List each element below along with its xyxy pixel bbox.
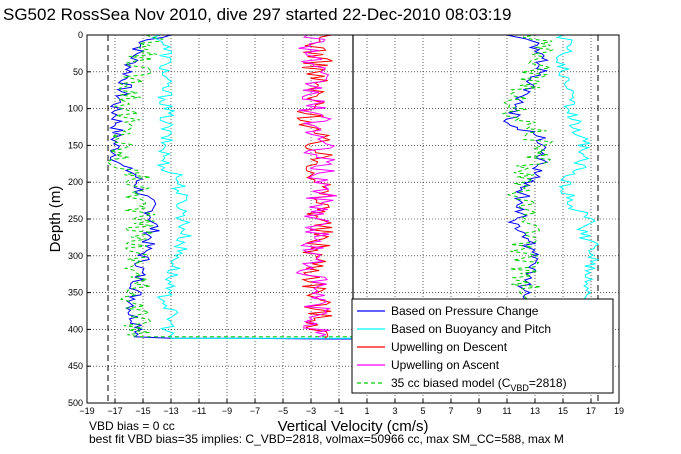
x-tick-label: −5 (278, 406, 288, 416)
plot-frame (86, 34, 620, 404)
y-tick-label: 0 (78, 30, 83, 40)
y-tick-label: 450 (68, 361, 83, 371)
legend-entry-label: 35 cc biased model (CVBD=2818) (391, 376, 567, 393)
x-axis-label: Vertical Velocity (cm/s) (278, 418, 429, 435)
x-tick-label: 13 (530, 406, 540, 416)
x-tick-label: −7 (250, 406, 260, 416)
series-line (106, 34, 554, 338)
legend-entry-label: Upwelling on Descent (391, 340, 508, 354)
y-tick-label: 300 (68, 251, 83, 261)
x-tick-label: −3 (306, 406, 316, 416)
y-tick-label: 100 (68, 104, 83, 114)
y-tick-label: 500 (68, 398, 83, 408)
legend-entry-label: Upwelling on Ascent (391, 358, 500, 372)
legend: Based on Pressure Change Based on Buoyanc… (351, 298, 614, 394)
x-tick-label: −11 (192, 406, 207, 416)
y-tick-label: 350 (68, 288, 83, 298)
axis-ticks: −19 −17 −15 −13 −11 −9 −7 −5 −3 −1 1 3 5 7 9 11 13 15 17 19… (68, 30, 624, 416)
y-tick-label: 150 (68, 140, 83, 150)
series-line (295, 34, 337, 338)
x-tick-label: 9 (476, 406, 481, 416)
x-tick-label: 15 (558, 406, 568, 416)
y-tick-label: 250 (68, 214, 83, 224)
legend-entry-label: Based on Buoyancy and Pitch (391, 322, 551, 336)
x-tick-label: −15 (135, 406, 150, 416)
x-tick-label: −19 (79, 406, 94, 416)
y-tick-label: 50 (73, 67, 83, 77)
reference-lines (107, 35, 599, 403)
y-axis-label: Depth (m) (47, 186, 64, 253)
y-tick-label: 200 (68, 177, 83, 187)
x-tick-label: 11 (502, 406, 511, 416)
x-tick-label: −1 (334, 406, 344, 416)
best-fit-note: best fit VBD bias=35 implies: C_VBD=2818… (89, 432, 564, 446)
chart-title: SG502 RossSea Nov 2010, dive 297 started… (3, 5, 511, 24)
y-tick-label: 400 (68, 324, 83, 334)
x-tick-label: 5 (420, 406, 425, 416)
x-tick-label: 7 (448, 406, 453, 416)
legend-box (351, 298, 614, 394)
legend-entry-label: Based on Pressure Change (391, 304, 539, 318)
series-line (296, 34, 335, 339)
x-tick-label: 1 (364, 406, 369, 416)
series-line (109, 34, 550, 340)
vbd-bias-note: VBD bias = 0 cc (89, 419, 175, 433)
x-tick-label: −9 (222, 406, 232, 416)
x-tick-label: 17 (586, 406, 596, 416)
x-tick-label: −13 (163, 406, 178, 416)
x-tick-label: 19 (614, 406, 624, 416)
x-tick-label: −17 (107, 406, 122, 416)
x-tick-label: 3 (392, 406, 397, 416)
